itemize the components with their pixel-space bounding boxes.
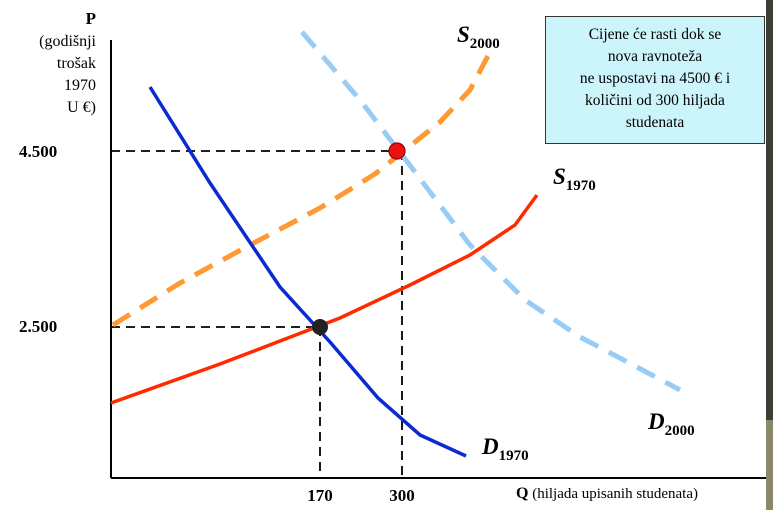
series-d2000-line	[300, 30, 682, 393]
annotation-line: Cijene će rasti dok se	[588, 26, 722, 43]
slide-edge-lower	[766, 420, 773, 510]
x-axis-label: Q (hiljada upisanih studenata)	[516, 485, 698, 502]
y-axis-label-line-1: (godišnji	[39, 33, 96, 50]
x-tick-label-300: 300	[389, 486, 415, 505]
series-s2000-label: S2000	[457, 22, 500, 52]
y-axis-label-main: P	[86, 9, 96, 28]
series-d1970-label: D1970	[481, 434, 529, 464]
x-axis-label-rest: (hiljada upisanih studenata)	[528, 486, 698, 502]
series-d2000-label: D2000	[647, 409, 695, 439]
annotation-line: studenata	[625, 114, 685, 131]
annotation-line: nova ravnoteža	[607, 48, 703, 65]
annotation-line: ne uspostavi na 4500 € i	[579, 70, 731, 87]
slide-edge	[766, 0, 773, 510]
annotation-box: Cijene će rasti dok se nova ravnoteža ne…	[545, 16, 765, 144]
y-tick-label-4500: 4.500	[19, 142, 57, 161]
series-s2000-line	[111, 50, 493, 328]
equilibrium-point-1970	[312, 319, 328, 335]
y-axis-label-line-3: 1970	[64, 77, 96, 94]
y-tick-label-2500: 2.500	[19, 317, 57, 336]
annotation-line: količini od 300 hiljada	[585, 92, 725, 109]
x-tick-label-170: 170	[307, 486, 333, 505]
series-s1970-line	[110, 193, 539, 405]
y-axis-label-line-4: U €)	[67, 99, 96, 116]
x-axis-label-main: Q	[516, 485, 528, 502]
y-axis-label-line-2: trošak	[57, 55, 96, 72]
series-s1970-label: S1970	[553, 164, 596, 194]
equilibrium-point-2000	[388, 142, 406, 160]
series-d1970-line	[148, 86, 467, 458]
